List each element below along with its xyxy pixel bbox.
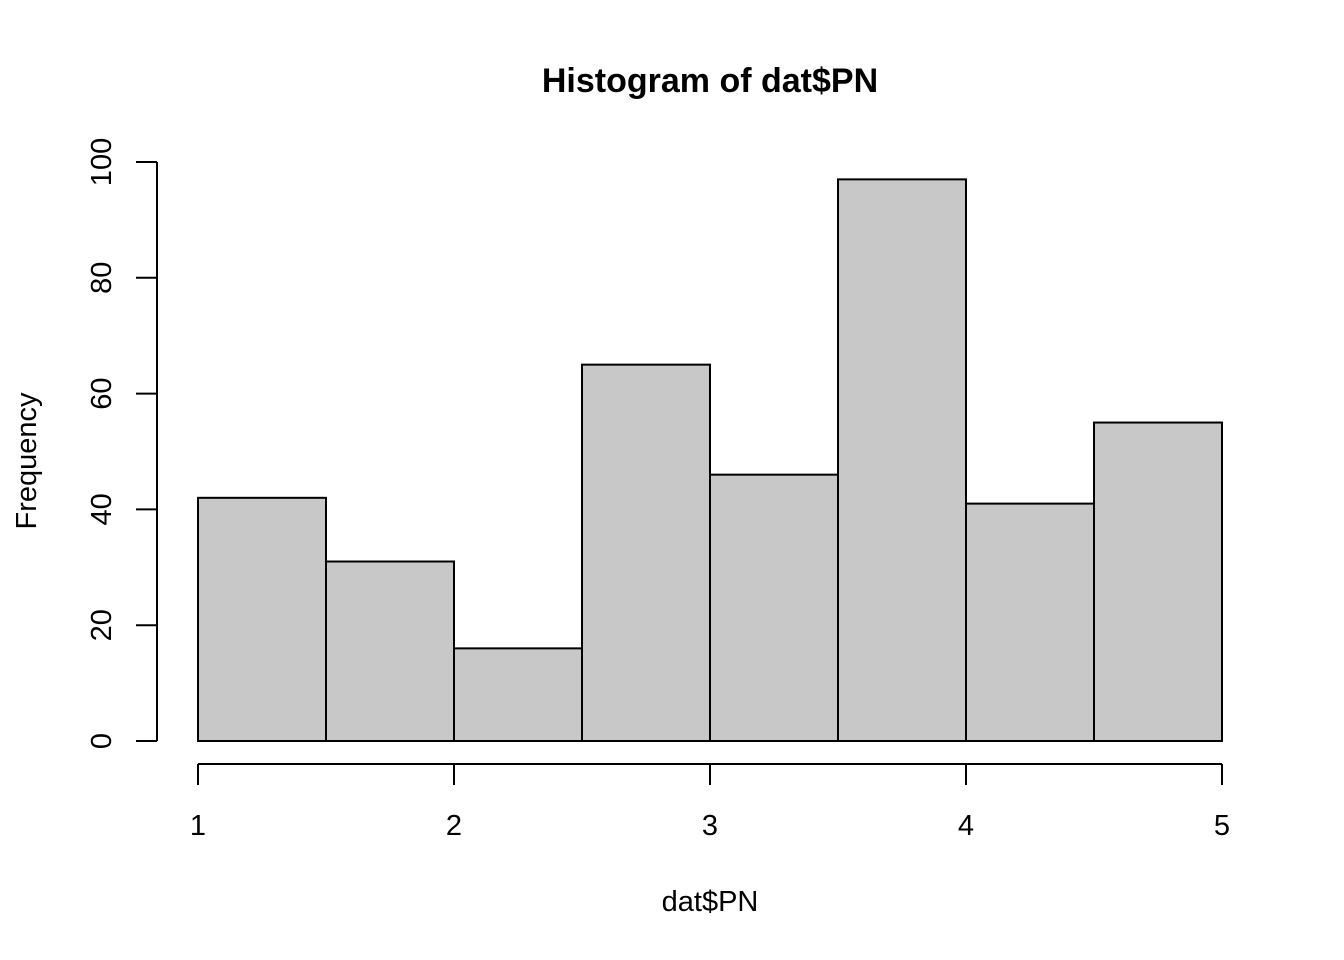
x-tick-label: 5 <box>1214 810 1230 842</box>
histogram-bar <box>197 496 327 742</box>
histogram-bar <box>325 560 455 743</box>
y-tick-label: 100 <box>86 138 118 186</box>
x-axis-label: dat$PN <box>662 886 759 918</box>
y-tick-label: 0 <box>86 733 118 749</box>
y-tick-label: 80 <box>86 262 118 294</box>
chart-title: Histogram of dat$PN <box>542 62 878 100</box>
histogram-bar <box>709 473 839 742</box>
histogram-bar <box>837 178 967 742</box>
x-tick-label: 3 <box>702 810 718 842</box>
histogram-bar <box>581 363 711 742</box>
y-axis-label: Frequency <box>11 392 43 530</box>
histogram-bar <box>1093 421 1223 742</box>
y-tick-label: 60 <box>86 377 118 409</box>
x-tick-label: 4 <box>958 810 974 842</box>
x-axis: 1 2 3 4 5 <box>190 763 1230 842</box>
x-tick-label: 1 <box>190 810 206 842</box>
y-axis: 0 20 40 60 80 100 <box>86 138 158 749</box>
bars-group <box>197 178 1223 743</box>
y-tick-label: 40 <box>86 493 118 525</box>
y-tick-label: 20 <box>86 609 118 641</box>
histogram-bar <box>965 502 1095 742</box>
x-tick-label: 2 <box>446 810 462 842</box>
histogram-bar <box>453 647 583 742</box>
